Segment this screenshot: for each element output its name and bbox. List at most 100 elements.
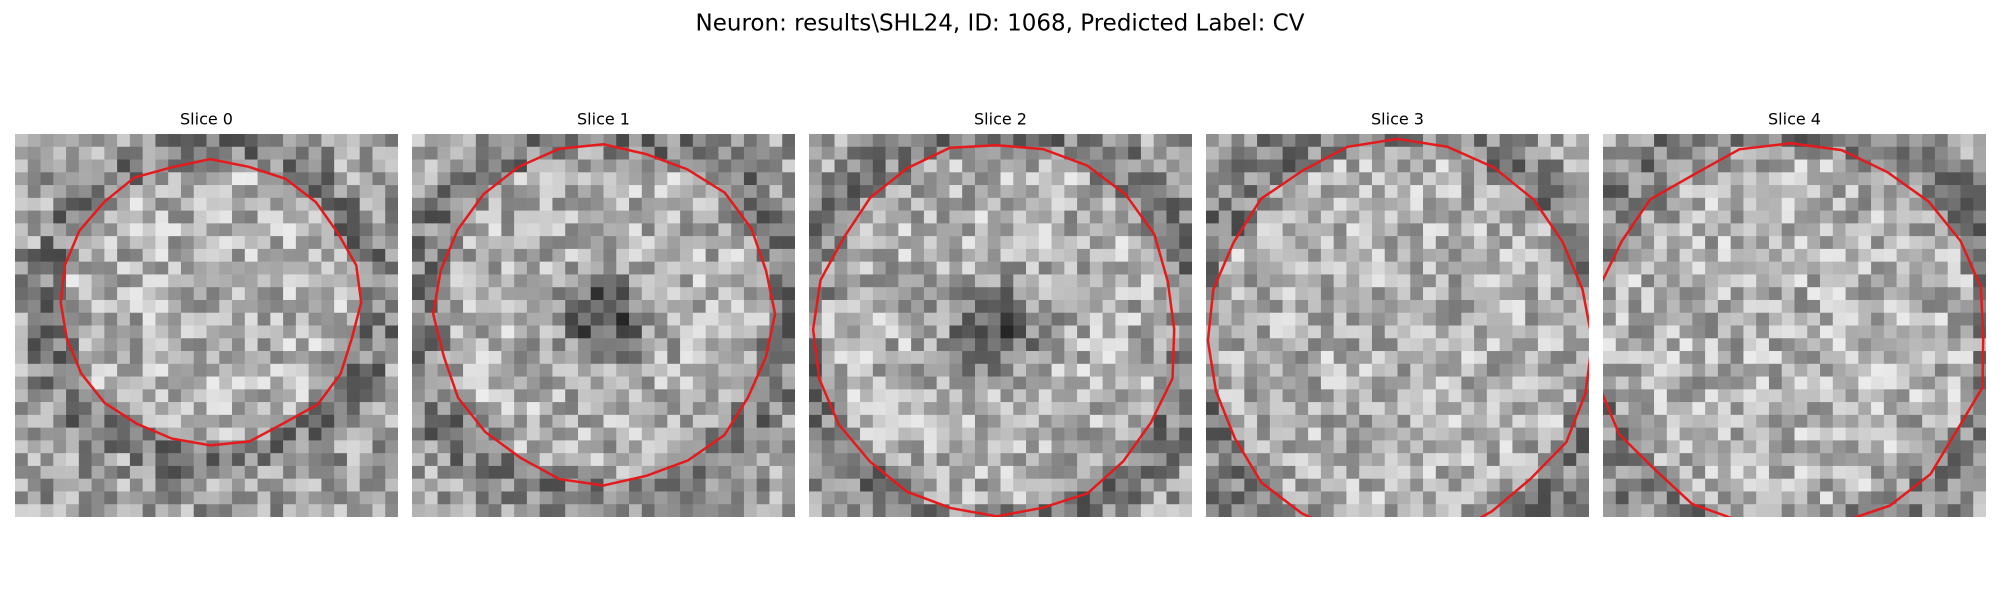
pixel [27,414,41,428]
pixel [1807,389,1821,403]
pixel [911,210,925,224]
pixel [1077,185,1091,199]
pixel [949,491,963,505]
pixel [488,414,502,428]
pixel [680,236,694,250]
pixel [1474,402,1488,416]
pixel [1832,414,1846,428]
pixel [1461,274,1475,288]
pixel [847,351,861,365]
pixel [1922,453,1936,467]
pixel [526,427,540,441]
pixel [180,236,195,250]
pixel [705,376,719,390]
pixel [463,440,477,454]
pixel [475,146,489,160]
pixel [1960,402,1974,416]
pixel [1705,427,1719,441]
pixel [308,453,322,467]
pixel [565,440,579,454]
pixel [1206,197,1220,211]
pixel [769,440,783,454]
pixel [1499,338,1513,352]
pixel [1858,248,1872,262]
pixel [692,274,706,288]
pixel [514,134,528,148]
pixel [680,146,694,160]
pixel [1576,210,1589,224]
pixel [321,338,335,352]
pixel [1654,134,1668,148]
pixel [641,478,655,492]
pixel [872,491,886,505]
pixel [1807,376,1821,390]
pixel [1077,504,1091,517]
pixel [1102,159,1116,173]
pixel [718,453,732,467]
pixel [1845,134,1859,148]
pixel [539,197,553,211]
pixel [1768,389,1783,403]
pixel [1089,159,1103,173]
pixel [1140,312,1154,326]
pixel [27,299,41,314]
pixel [1244,491,1258,505]
pixel [463,236,477,250]
pixel [1346,287,1360,301]
pixel [1295,363,1309,377]
pixel [1922,312,1936,326]
pixel [1115,504,1129,517]
pixel [809,491,823,505]
pixel [911,440,925,454]
pixel [1448,261,1462,275]
pixel [603,274,617,288]
pixel [1231,299,1245,314]
pixel [1628,363,1642,377]
pixel [821,159,835,173]
pixel [1909,210,1923,224]
pixel [911,134,925,148]
pixel [129,299,143,314]
pixel [66,389,80,403]
pixel [180,338,195,352]
pixel [1858,223,1872,237]
pixel [40,185,54,199]
pixel [911,414,925,428]
pixel [1947,351,1961,365]
pixel [731,261,745,275]
pixel [731,376,745,390]
pixel [860,299,874,314]
pixel [1359,312,1373,326]
pixel [1845,299,1859,314]
pixel [847,376,861,390]
pixel [1654,312,1668,326]
pixel [1705,248,1719,262]
pixel [1231,274,1245,288]
pixel [385,414,398,428]
pixel [1308,210,1322,224]
pixel [372,338,386,352]
pixel [680,363,694,377]
pixel [1960,146,1974,160]
pixel [475,491,489,505]
pixel [1115,414,1129,428]
pixel [1641,146,1655,160]
pixel [412,363,426,377]
pixel [1140,248,1154,262]
pixel [680,414,694,428]
pixel [1474,338,1488,352]
pixel [1603,376,1617,390]
pixel [308,274,322,288]
pixel [501,185,515,199]
pixel [308,185,322,199]
pixel [40,197,54,211]
pixel [1089,185,1103,199]
pixel [1486,146,1500,160]
pixel [488,389,502,403]
pixel [756,325,770,339]
pixel [1269,325,1283,339]
pixel [334,389,348,403]
pixel [1807,185,1821,199]
pixel [219,223,233,237]
pixel [155,478,169,492]
